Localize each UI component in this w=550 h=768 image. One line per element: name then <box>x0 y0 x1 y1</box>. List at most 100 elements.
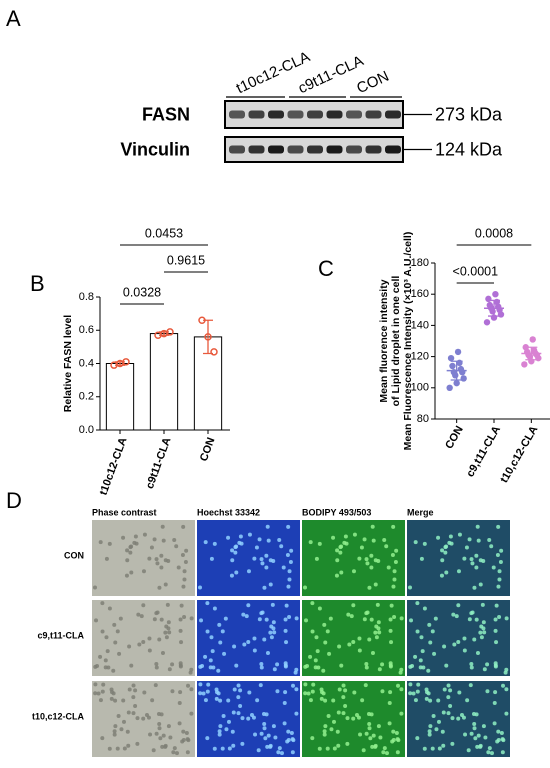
cell <box>111 668 116 673</box>
cell <box>252 556 257 561</box>
cell <box>440 558 445 563</box>
cell <box>107 746 112 751</box>
data-point <box>485 295 492 303</box>
cell <box>474 565 479 570</box>
cell <box>395 737 400 742</box>
cell <box>390 553 395 558</box>
cell <box>384 544 389 549</box>
cell <box>422 541 427 546</box>
cell <box>457 532 462 537</box>
cell <box>178 661 183 666</box>
band <box>346 145 362 154</box>
cell <box>369 712 374 717</box>
cell <box>415 736 420 741</box>
data-point <box>447 354 455 362</box>
cell <box>472 726 477 731</box>
cell <box>113 640 118 645</box>
cell <box>371 733 376 738</box>
cell <box>282 721 287 726</box>
cell <box>117 651 122 656</box>
cell <box>493 661 498 666</box>
cell <box>504 711 509 716</box>
cell <box>369 565 374 570</box>
cell <box>482 630 487 635</box>
cell <box>201 691 206 696</box>
cell <box>163 582 168 587</box>
data-point <box>454 348 462 356</box>
cell <box>167 630 172 635</box>
error-bar <box>203 319 213 355</box>
cell <box>263 736 268 741</box>
cell <box>182 577 187 582</box>
cell <box>365 610 370 615</box>
cell <box>98 698 103 703</box>
cell <box>492 721 497 726</box>
cell <box>272 630 277 635</box>
micrograph <box>302 600 405 676</box>
cell <box>128 550 133 555</box>
cell <box>413 698 418 703</box>
cell <box>260 610 265 615</box>
cell <box>142 690 147 695</box>
cell <box>141 569 146 574</box>
cell <box>456 716 461 721</box>
cell <box>317 606 322 611</box>
cell <box>448 704 453 709</box>
cell <box>260 561 265 566</box>
cell <box>96 691 101 696</box>
cell <box>310 601 315 606</box>
cell <box>218 698 223 703</box>
cell <box>142 532 147 537</box>
band <box>307 145 323 154</box>
cell <box>232 644 237 649</box>
cell <box>392 577 397 582</box>
cell <box>178 690 183 695</box>
cell <box>258 683 263 688</box>
cell <box>208 665 213 670</box>
cell <box>234 663 239 668</box>
cell <box>384 751 389 756</box>
cell <box>431 713 436 718</box>
cell <box>376 626 381 631</box>
cell <box>334 573 339 578</box>
cell <box>154 557 159 562</box>
cell <box>500 750 505 755</box>
error-bar <box>488 299 500 317</box>
cell <box>500 737 505 742</box>
cell <box>315 649 320 654</box>
band <box>268 145 284 154</box>
cell <box>264 553 269 558</box>
cell <box>135 716 140 721</box>
cell <box>164 635 169 640</box>
cell <box>380 662 385 667</box>
cell <box>419 635 424 640</box>
cell <box>465 698 470 703</box>
cell <box>147 648 152 653</box>
cell <box>150 698 155 703</box>
cell <box>183 560 188 565</box>
cell <box>198 585 203 590</box>
cell <box>393 560 398 565</box>
cell <box>499 730 504 735</box>
protein-label: FASN <box>142 104 190 124</box>
cell <box>163 630 168 635</box>
cell <box>230 558 235 563</box>
cell <box>408 682 413 687</box>
cell <box>226 535 231 540</box>
cell <box>371 538 376 543</box>
cell <box>119 727 124 732</box>
cell <box>254 545 259 550</box>
cell <box>367 726 372 731</box>
cell <box>131 711 136 716</box>
cell <box>474 712 479 717</box>
cell <box>291 683 296 688</box>
cell <box>321 668 326 673</box>
cell <box>153 683 158 688</box>
cell <box>268 630 273 635</box>
cell <box>485 662 490 667</box>
cell <box>454 614 459 619</box>
cell <box>364 557 369 562</box>
cell <box>184 730 189 735</box>
cell <box>262 726 267 731</box>
cell <box>345 741 350 746</box>
